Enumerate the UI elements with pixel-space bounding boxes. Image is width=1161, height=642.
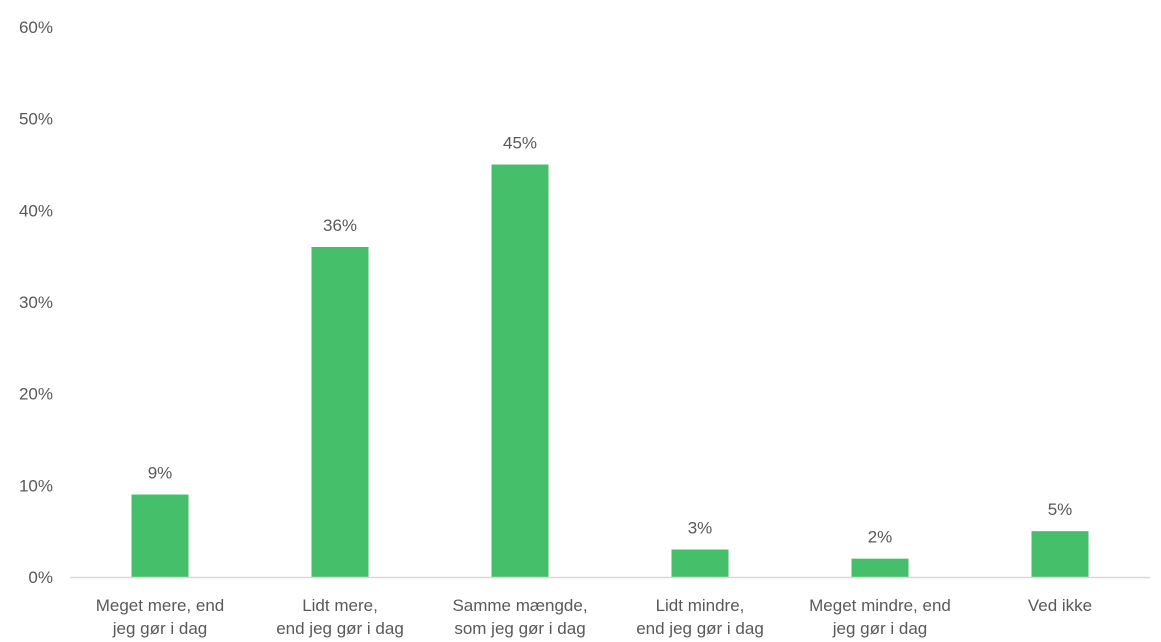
x-category-label: Lidt mere, end jeg gør i dag: [276, 596, 404, 638]
bar: [671, 549, 729, 577]
bar-value-label: 2%: [868, 528, 893, 547]
y-tick-label: 60%: [19, 18, 53, 37]
y-tick-label: 50%: [19, 110, 53, 129]
bar: [851, 558, 909, 577]
x-category-label: Lidt mindre, end jeg gør i dag: [636, 596, 764, 638]
bar: [491, 164, 549, 577]
bar: [1031, 531, 1089, 577]
category-labels-group: Meget mere, end jeg gør i dag Lidt mere, en…: [96, 596, 1092, 638]
y-tick-label: 0%: [28, 568, 53, 587]
bar-value-label: 5%: [1048, 500, 1073, 519]
x-category-label: Ved ikke: [1028, 596, 1092, 615]
bar: [131, 494, 189, 577]
bar-value-label: 3%: [688, 519, 713, 538]
y-tick-label: 10%: [19, 476, 53, 495]
x-category-label: Samme mængde, som jeg gør i dag: [452, 596, 587, 638]
y-tick-label: 20%: [19, 385, 53, 404]
bars-group: [131, 164, 1089, 577]
bar-value-label: 9%: [148, 464, 173, 483]
x-category-label: Meget mindre, end jeg gør i dag: [809, 596, 951, 638]
data-labels-group: 9% 36% 45% 3% 2% 5%: [148, 134, 1073, 547]
bar-value-label: 36%: [323, 216, 357, 235]
bar-value-label: 45%: [503, 134, 537, 153]
y-tick-label: 40%: [19, 201, 53, 220]
bar: [311, 247, 369, 577]
y-axis-ticks: 0% 10% 20% 30% 40% 50% 60%: [19, 18, 53, 587]
y-tick-label: 30%: [19, 293, 53, 312]
x-category-label: Meget mere, end jeg gør i dag: [96, 596, 225, 638]
